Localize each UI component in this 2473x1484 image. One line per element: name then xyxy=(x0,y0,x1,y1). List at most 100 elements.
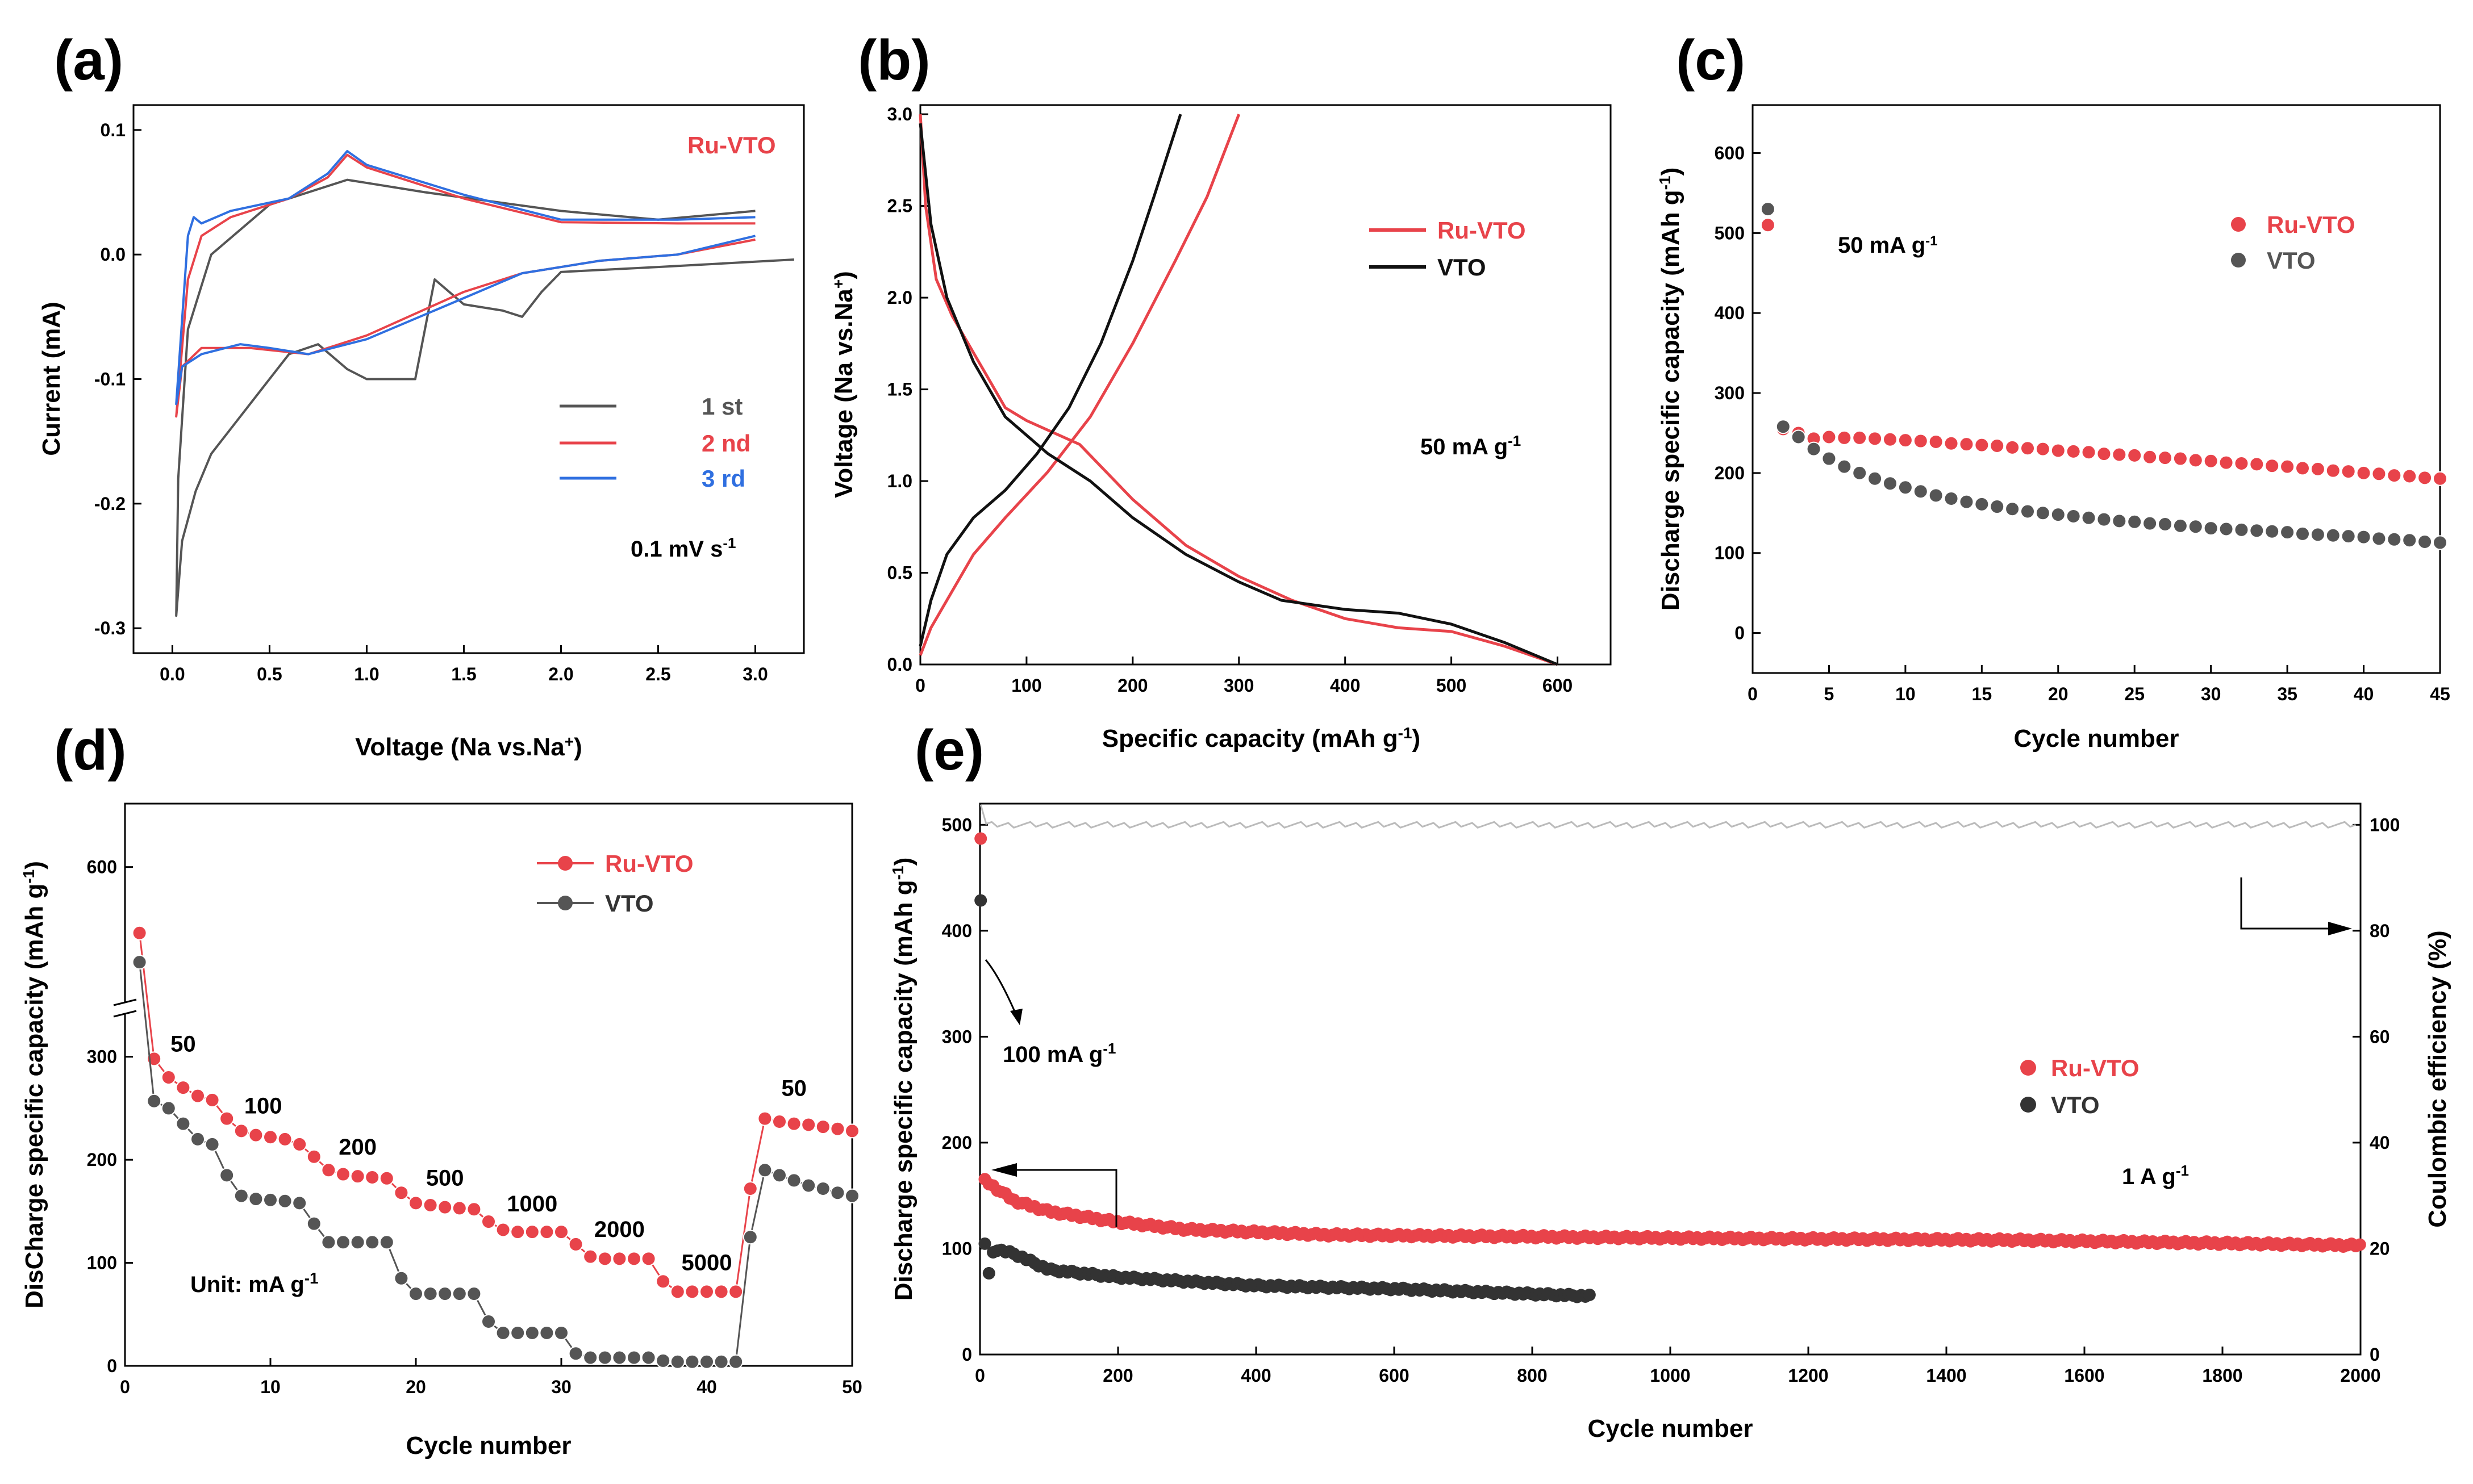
data-point xyxy=(641,1251,656,1266)
data-point xyxy=(248,1192,264,1207)
data-point xyxy=(974,832,987,845)
data-point xyxy=(728,1284,744,1299)
panel-a-label: (a) xyxy=(54,28,123,92)
data-point xyxy=(350,1235,365,1250)
data-point xyxy=(219,1111,235,1126)
data-point xyxy=(2081,510,2096,525)
data-point xyxy=(190,1088,205,1103)
data-point xyxy=(2112,447,2127,462)
data-point xyxy=(2402,533,2417,548)
panel-e-right-axis-label: Coulombic efficiency (%) xyxy=(2424,930,2451,1227)
data-point xyxy=(772,1168,787,1183)
data-point xyxy=(1867,431,1883,446)
panel-d-label: (d) xyxy=(54,718,127,782)
x-tick-label: 0 xyxy=(1748,684,1758,704)
y-tick-label: 1.0 xyxy=(887,471,912,491)
data-point xyxy=(1990,438,2005,453)
data-point xyxy=(2112,513,2127,529)
gcd-curve xyxy=(919,114,1182,647)
y-tick-label: 0.0 xyxy=(887,654,912,675)
data-point xyxy=(1974,496,1990,512)
y-tick-label: 0.1 xyxy=(101,120,126,140)
y-tick-label: 0 xyxy=(962,1344,972,1365)
data-point xyxy=(205,1092,220,1107)
x-tick-label: 3.0 xyxy=(743,664,768,684)
legend-marker-ru-vto xyxy=(2020,1060,2036,1076)
data-point xyxy=(568,1346,583,1361)
data-point xyxy=(1944,491,1959,506)
data-point xyxy=(612,1251,627,1266)
data-point xyxy=(2142,449,2158,465)
rate-label: 200 xyxy=(339,1135,377,1160)
legend-marker-vto xyxy=(558,896,573,910)
panel-a-y-axis-label: Current (mA) xyxy=(37,302,65,455)
rate-label: 50 xyxy=(781,1076,807,1101)
panel-e-y-axis-label: Discharge specific capacity (mAh g-1) xyxy=(889,858,918,1301)
data-point xyxy=(176,1116,191,1131)
y-tick-label: -0.1 xyxy=(94,369,126,390)
data-point xyxy=(597,1350,612,1365)
y-right-tick-label: 100 xyxy=(2370,814,2400,835)
data-point xyxy=(248,1127,264,1143)
data-point xyxy=(568,1236,583,1252)
x-tick-label: 10 xyxy=(1895,684,1916,704)
data-point xyxy=(524,1325,540,1340)
data-point xyxy=(336,1167,351,1182)
data-point xyxy=(161,1070,176,1085)
data-point xyxy=(1959,437,1974,452)
legend-label-ru-vto: Ru-VTO xyxy=(2267,211,2355,238)
x-tick-label: 0.5 xyxy=(257,664,282,684)
panel-e-series xyxy=(974,804,2366,1303)
data-point xyxy=(2203,453,2218,469)
data-point xyxy=(2249,523,2265,538)
data-point xyxy=(597,1251,612,1266)
x-tick-label: 1200 xyxy=(1788,1365,1828,1386)
data-point xyxy=(641,1350,656,1365)
data-point xyxy=(437,1286,453,1301)
data-point xyxy=(263,1192,278,1207)
data-point xyxy=(2127,514,2142,529)
data-point xyxy=(2295,461,2310,476)
data-point xyxy=(292,1195,307,1211)
data-point xyxy=(437,1199,453,1215)
rate-label: 5000 xyxy=(682,1250,732,1275)
data-point xyxy=(2050,507,2066,522)
data-point xyxy=(2188,453,2203,468)
data-point xyxy=(2020,441,2035,456)
data-point xyxy=(336,1235,351,1250)
data-point xyxy=(1898,433,1913,448)
panel-d-unit-label: Unit: mA g-1 xyxy=(190,1269,319,1298)
panel-c-x-axis-label: Cycle number xyxy=(2014,725,2179,753)
data-point xyxy=(554,1325,569,1340)
legend-label-1st: 1 st xyxy=(702,393,743,420)
panel-d-rate-labels: 50 100 200 500 1000 2000 5000 50 xyxy=(170,1032,807,1276)
data-point xyxy=(974,894,987,907)
data-point xyxy=(1791,429,1806,445)
x-tick-label: 25 xyxy=(2124,684,2145,704)
x-tick-label: 0 xyxy=(915,675,925,696)
data-point xyxy=(714,1284,729,1299)
rate-label: 100 xyxy=(244,1094,282,1119)
data-point xyxy=(699,1354,714,1369)
data-point xyxy=(845,1123,860,1139)
data-point xyxy=(2020,504,2035,519)
data-point xyxy=(1959,494,1974,509)
x-tick-label: 1.0 xyxy=(354,664,379,684)
y-right-tick-label: 0 xyxy=(2370,1344,2380,1365)
data-point xyxy=(1974,437,1990,453)
data-point xyxy=(2310,461,2325,476)
data-point xyxy=(1928,488,1944,503)
data-point xyxy=(728,1354,744,1369)
panel-e-axis-arrows xyxy=(985,877,2352,1227)
data-point xyxy=(815,1181,831,1196)
legend-label-vto: VTO xyxy=(1437,254,1486,281)
data-point xyxy=(2081,445,2096,460)
data-point xyxy=(466,1286,482,1301)
data-point xyxy=(786,1173,802,1188)
data-point xyxy=(757,1111,773,1126)
panel-c-ticks: 0 5 10 15 20 25 30 35 40 45 0 100 200 300 400 500 600 xyxy=(1715,143,2450,704)
x-tick-label: 45 xyxy=(2430,684,2450,704)
panel-e-current-density: 1 A g-1 xyxy=(2122,1162,2189,1189)
data-point xyxy=(2127,448,2142,463)
data-point xyxy=(583,1249,598,1264)
